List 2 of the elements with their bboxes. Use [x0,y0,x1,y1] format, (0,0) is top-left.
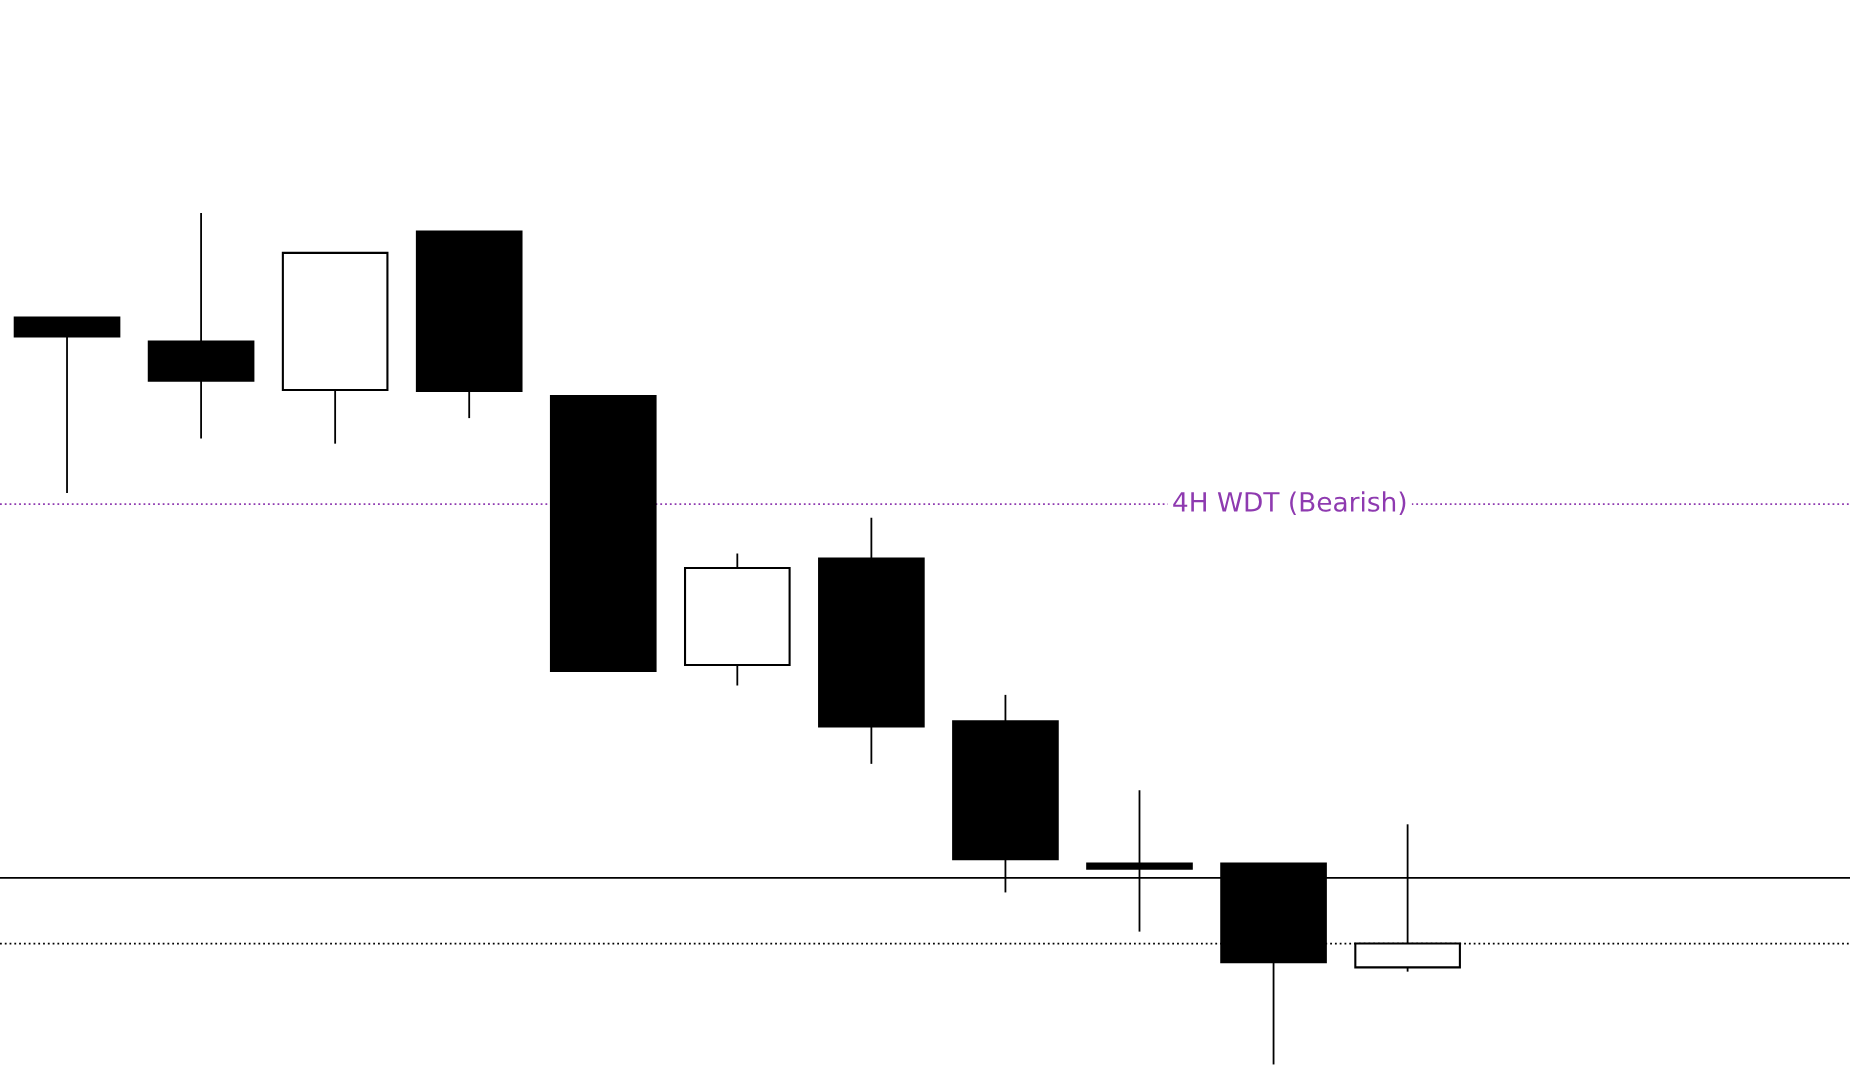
candlestick [13,316,121,494]
ref-line-label: 4H WDT (Bearish) [1173,491,1406,515]
